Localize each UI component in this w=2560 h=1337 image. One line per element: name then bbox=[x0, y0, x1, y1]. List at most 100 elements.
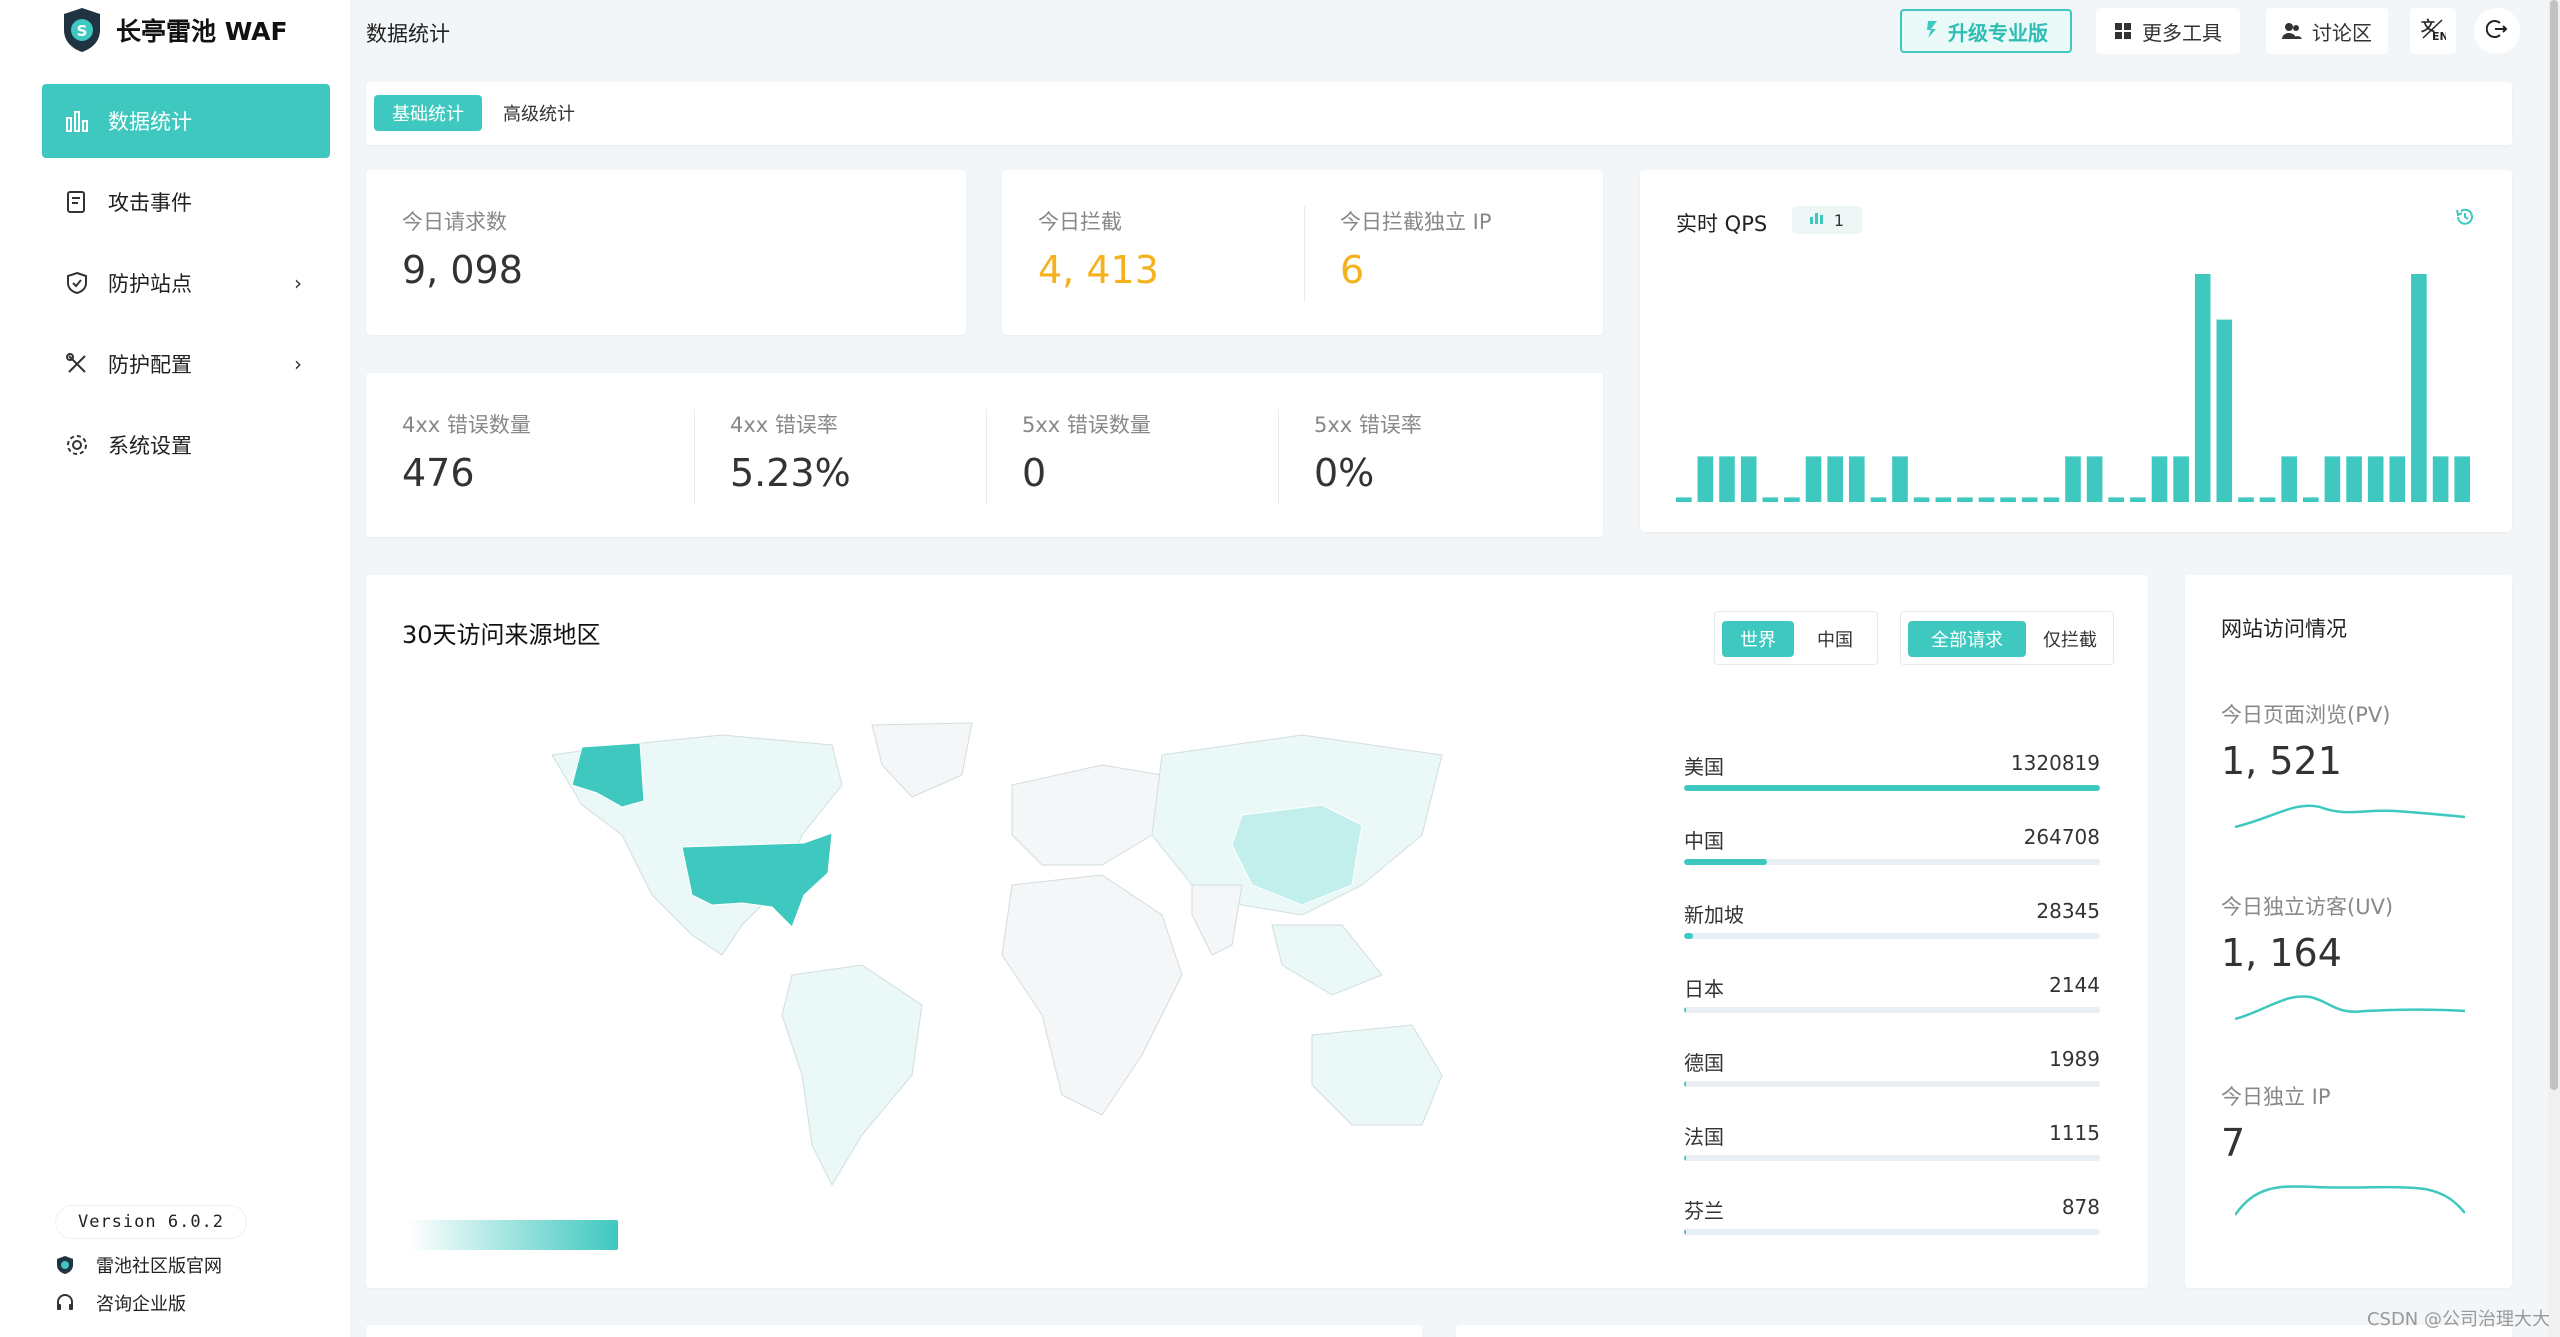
svg-text:文: 文 bbox=[2421, 18, 2436, 35]
sidebar-item-label: 防护站点 bbox=[108, 272, 192, 296]
upgrade-button[interactable]: 升级专业版 bbox=[1900, 9, 2072, 53]
logout-button[interactable] bbox=[2474, 8, 2520, 54]
qps-bar bbox=[2086, 456, 2103, 502]
qps-bar bbox=[2454, 456, 2470, 502]
tab-basic-stats[interactable]: 基础统计 bbox=[374, 95, 482, 131]
filter-blocked-only[interactable]: 仅拦截 bbox=[2043, 630, 2097, 651]
qps-bar bbox=[1719, 456, 1735, 502]
blocked-label: 今日拦截 bbox=[1038, 210, 1122, 234]
map-region-india bbox=[1191, 884, 1243, 956]
world-map[interactable] bbox=[542, 715, 1472, 1195]
history-icon[interactable] bbox=[2454, 206, 2476, 232]
community-site-link[interactable]: 雷池社区版官网 bbox=[54, 1252, 222, 1278]
mini-bar-icon bbox=[1809, 212, 1824, 228]
page-title: 数据统计 bbox=[366, 22, 450, 46]
region-bar-fill bbox=[1684, 933, 1693, 939]
scope-china[interactable]: 中国 bbox=[1817, 630, 1853, 651]
qps-bar bbox=[1827, 456, 1843, 502]
qps-bar bbox=[2021, 497, 2038, 502]
shield-logo-icon bbox=[54, 1255, 76, 1275]
apps-icon bbox=[2114, 22, 2132, 40]
chevron-right-icon: › bbox=[294, 271, 302, 295]
map-region-europe bbox=[1011, 764, 1163, 866]
requests-card: 今日请求数 9, 098 bbox=[366, 170, 966, 335]
ip-sparkline bbox=[2235, 1185, 2465, 1216]
sidebar: S 长亭雷池 WAF 数据统计 攻击事件 防护站点 › bbox=[0, 0, 350, 1337]
gear-icon bbox=[64, 432, 90, 458]
sidebar-item-label: 数据统计 bbox=[108, 110, 192, 134]
topbar: 数据统计 升级专业版 更多工具 讨论区 文 EN bbox=[350, 0, 2560, 64]
qps-bar bbox=[2367, 456, 2384, 502]
err5-count-label: 5xx 错误数量 bbox=[1022, 413, 1151, 437]
qps-bar bbox=[1957, 497, 1973, 502]
qps-bar bbox=[1762, 497, 1779, 502]
more-tools-button[interactable]: 更多工具 bbox=[2096, 8, 2240, 54]
scope-world[interactable]: 世界 bbox=[1722, 621, 1794, 657]
region-bar-fill bbox=[1684, 1229, 1686, 1235]
requests-value: 9, 098 bbox=[402, 248, 523, 292]
waf-shield-logo-icon: S bbox=[64, 8, 100, 52]
qps-badge: 1 bbox=[1792, 206, 1862, 234]
sidebar-item-protected-sites[interactable]: 防护站点 › bbox=[42, 246, 330, 320]
qps-card: 实时 QPS 1 bbox=[1640, 170, 2512, 532]
scope-toggle: 世界 中国 bbox=[1714, 611, 1878, 665]
region-bar-track bbox=[1684, 1081, 2100, 1087]
community-site-label: 雷池社区版官网 bbox=[96, 1256, 222, 1277]
sidebar-item-protection-config[interactable]: 防护配置 › bbox=[42, 327, 330, 401]
watermark: CSDN @公司治理大大 bbox=[2366, 1309, 2550, 1330]
filter-toggle: 全部请求 仅拦截 bbox=[1900, 611, 2114, 665]
bottom-card-right bbox=[1456, 1325, 2512, 1337]
scrollbar-thumb[interactable] bbox=[2550, 0, 2558, 1090]
sidebar-nav: 数据统计 攻击事件 防护站点 › 防护配置 › 系统设置 bbox=[42, 84, 330, 489]
qps-bar bbox=[2194, 274, 2211, 502]
region-bar-fill bbox=[1684, 1081, 1686, 1087]
qps-bar bbox=[2065, 456, 2081, 502]
qps-bar bbox=[1784, 497, 1800, 502]
forum-button[interactable]: 讨论区 bbox=[2266, 8, 2388, 54]
err5-rate-label: 5xx 错误率 bbox=[1314, 413, 1422, 437]
svg-text:EN: EN bbox=[2432, 30, 2446, 41]
language-toggle-button[interactable]: 文 EN bbox=[2410, 8, 2456, 54]
sidebar-item-label: 系统设置 bbox=[108, 434, 192, 458]
enterprise-consult-link[interactable]: 咨询企业版 bbox=[54, 1290, 186, 1316]
qps-bar bbox=[2000, 497, 2016, 502]
qps-bar bbox=[1935, 497, 1952, 502]
err5-rate-value: 0% bbox=[1314, 451, 1375, 495]
pv-value: 1, 521 bbox=[2221, 739, 2342, 783]
qps-bar bbox=[1978, 497, 1995, 502]
region-name: 德国 bbox=[1684, 1051, 1724, 1075]
pv-sparkline bbox=[2235, 804, 2465, 829]
map-region-africa bbox=[1001, 874, 1183, 1116]
sidebar-item-system-settings[interactable]: 系统设置 bbox=[42, 408, 330, 482]
upgrade-label: 升级专业版 bbox=[1948, 20, 2048, 45]
region-count: 1320819 bbox=[2010, 751, 2100, 775]
stats-tabs: 基础统计 高级统计 bbox=[366, 82, 2512, 145]
app-logo[interactable]: S 长亭雷池 WAF bbox=[60, 6, 288, 54]
geo-card: 30天访问来源地区 世界 中国 全部请求 仅拦截 美国 1320819 中国 2647… bbox=[366, 575, 2148, 1288]
language-icon: 文 EN bbox=[2420, 17, 2449, 46]
map-region-alaska bbox=[571, 742, 645, 808]
qps-bar bbox=[1870, 497, 1887, 502]
region-bar-fill bbox=[1684, 1007, 1686, 1013]
qps-bar bbox=[2346, 456, 2362, 502]
sidebar-item-dashboard[interactable]: 数据统计 bbox=[42, 84, 330, 158]
region-bar-track bbox=[1684, 1155, 2100, 1161]
divider bbox=[1278, 409, 1279, 505]
map-region-china bbox=[1231, 804, 1363, 906]
qps-bar bbox=[1849, 456, 1865, 502]
region-name: 日本 bbox=[1684, 977, 1724, 1001]
tools-icon bbox=[64, 351, 90, 377]
region-name: 法国 bbox=[1684, 1125, 1724, 1149]
blocked-card: 今日拦截 4, 413 今日拦截独立 IP 6 bbox=[1002, 170, 1603, 335]
tab-advanced-stats[interactable]: 高级统计 bbox=[503, 104, 575, 125]
region-bar-fill bbox=[1684, 785, 2100, 791]
blocked-ip-label: 今日拦截独立 IP bbox=[1340, 210, 1492, 234]
app-name: 长亭雷池 WAF bbox=[116, 17, 288, 46]
pv-label: 今日页面浏览(PV) bbox=[2221, 703, 2391, 727]
qps-bar bbox=[2108, 497, 2124, 502]
sidebar-item-label: 防护配置 bbox=[108, 353, 192, 377]
page-scrollbar[interactable] bbox=[2548, 0, 2560, 1337]
site-visits-title: 网站访问情况 bbox=[2221, 617, 2347, 641]
filter-all-requests[interactable]: 全部请求 bbox=[1908, 621, 2026, 657]
sidebar-item-attack-events[interactable]: 攻击事件 bbox=[42, 165, 330, 239]
